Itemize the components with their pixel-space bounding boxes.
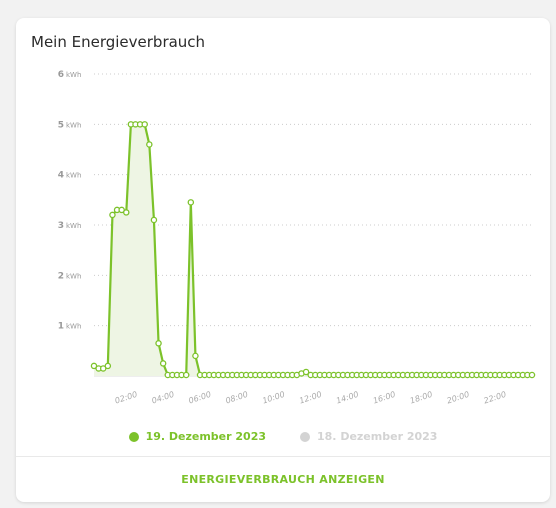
x-tick-label: 10:00	[261, 390, 286, 406]
chart-line	[93, 123, 532, 377]
legend-item-current[interactable]: 19. Dezember 2023	[128, 430, 266, 443]
data-point	[150, 216, 158, 224]
series-area	[94, 124, 532, 376]
legend-item-previous[interactable]: 18. Dezember 2023	[300, 430, 437, 443]
y-tick-unit: kWh	[66, 71, 81, 79]
x-tick-label: 22:00	[483, 390, 508, 406]
card-title: Mein Energieverbrauch	[31, 33, 206, 51]
chart-points	[90, 121, 536, 379]
data-point	[104, 362, 112, 370]
y-tick-label: 3	[58, 221, 64, 231]
data-point	[192, 352, 199, 360]
x-tick-label: 14:00	[335, 390, 360, 406]
legend-label-current: 19. Dezember 2023	[145, 430, 266, 443]
y-tick-label: 2	[58, 271, 64, 281]
y-tick-unit: kWh	[66, 272, 81, 280]
y-tick-label: 1	[58, 322, 64, 332]
x-tick-label: 02:00	[114, 390, 139, 406]
data-point	[528, 371, 536, 379]
y-tick-label: 6	[58, 70, 64, 80]
chart-area	[94, 124, 532, 376]
data-point	[187, 199, 195, 206]
x-tick-label: 08:00	[224, 390, 249, 406]
data-point	[109, 211, 116, 219]
legend-label-previous: 18. Dezember 2023	[317, 430, 438, 443]
x-tick-label: 20:00	[446, 390, 471, 406]
x-tick-label: 04:00	[151, 390, 176, 406]
chart-grid	[94, 73, 532, 377]
y-tick-unit: kWh	[66, 323, 81, 331]
data-point	[302, 368, 310, 376]
data-point	[146, 141, 153, 148]
x-axis-labels: 02:00 04:00 06:00 08:00 10:00 12:00 14:00 16:00…	[114, 390, 508, 406]
x-tick-label: 12:00	[298, 390, 323, 406]
series-line	[93, 123, 532, 377]
y-tick-label: 5	[58, 120, 64, 130]
data-point	[159, 360, 167, 367]
x-tick-label: 16:00	[372, 390, 397, 406]
y-tick-unit: kWh	[66, 121, 81, 129]
legend-dot-current	[128, 431, 139, 442]
data-point	[182, 371, 190, 379]
x-tick-label: 06:00	[188, 390, 213, 406]
x-tick-label: 18:00	[409, 390, 434, 406]
data-point	[123, 209, 130, 216]
card-divider	[16, 456, 550, 457]
y-tick-unit: kWh	[66, 222, 81, 230]
legend-dot-previous	[300, 431, 310, 442]
y-tick-label: 4	[58, 171, 64, 181]
y-tick-unit: kWh	[66, 172, 81, 180]
chart-legend: 19. Dezember 2023 18. Dezember 2023	[16, 430, 550, 443]
show-energy-consumption-button[interactable]: ENERGIEVERBRAUCH ANZEIGEN	[181, 473, 385, 486]
data-point	[141, 121, 148, 128]
data-point	[155, 340, 162, 347]
energy-consumption-card: Mein Energieverbrauch 1 kWh 2 kWh 3 kWh 4 kWh 5 k…	[16, 18, 550, 502]
